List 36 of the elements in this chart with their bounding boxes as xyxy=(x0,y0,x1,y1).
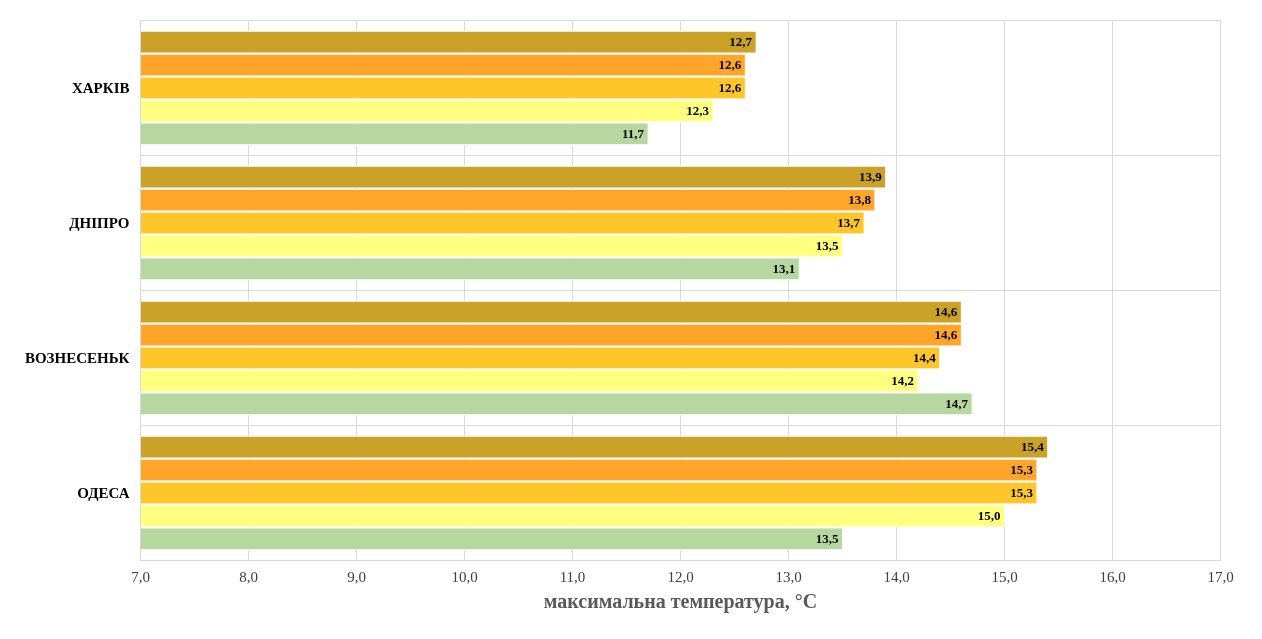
x-tick-label: 14,0 xyxy=(883,568,910,585)
y-tick-label: ДНІПРО xyxy=(69,215,130,231)
data-label: 15,3 xyxy=(1010,485,1034,500)
data-label: 11,7 xyxy=(622,125,645,141)
x-tick-label: 8,0 xyxy=(239,568,258,585)
data-label: 13,1 xyxy=(772,260,796,276)
data-label: 12,7 xyxy=(729,34,753,50)
data-label: 14,7 xyxy=(945,395,969,411)
data-label: 12,6 xyxy=(718,80,742,95)
data-label: 15,0 xyxy=(977,507,1001,523)
x-tick-label: 9,0 xyxy=(347,568,366,585)
data-label: 13,5 xyxy=(815,530,839,546)
data-label: 15,4 xyxy=(1020,439,1045,455)
data-label: 14,6 xyxy=(934,304,958,320)
data-label: 14,6 xyxy=(934,327,958,343)
x-tick-label: 11,0 xyxy=(559,568,586,585)
x-axis-title: максимальна температура, °C xyxy=(543,589,818,613)
data-label: 13,8 xyxy=(848,192,872,208)
data-label: 13,5 xyxy=(815,237,839,253)
data-label: 12,3 xyxy=(686,102,710,118)
data-label: 14,4 xyxy=(912,350,937,365)
data-label: 12,6 xyxy=(718,57,742,73)
x-tick-label: 10,0 xyxy=(451,568,478,585)
x-tick-label: 16,0 xyxy=(1099,568,1126,585)
data-label: 14,2 xyxy=(891,372,915,388)
x-tick-label: 13,0 xyxy=(775,568,802,585)
y-tick-label: ХАРКІВ xyxy=(71,80,130,96)
x-tick-label: 15,0 xyxy=(991,568,1018,585)
x-tick-label: 7,0 xyxy=(131,568,150,585)
x-tick-label: 17,0 xyxy=(1207,568,1234,585)
x-tick-label: 12,0 xyxy=(667,568,694,585)
y-tick-label: ВОЗНЕСЕНЬК xyxy=(24,350,130,366)
data-label: 13,7 xyxy=(837,215,861,230)
data-label: 13,9 xyxy=(858,169,883,185)
data-label: 15,3 xyxy=(1010,462,1034,478)
y-tick-label: ОДЕСА xyxy=(77,485,130,501)
